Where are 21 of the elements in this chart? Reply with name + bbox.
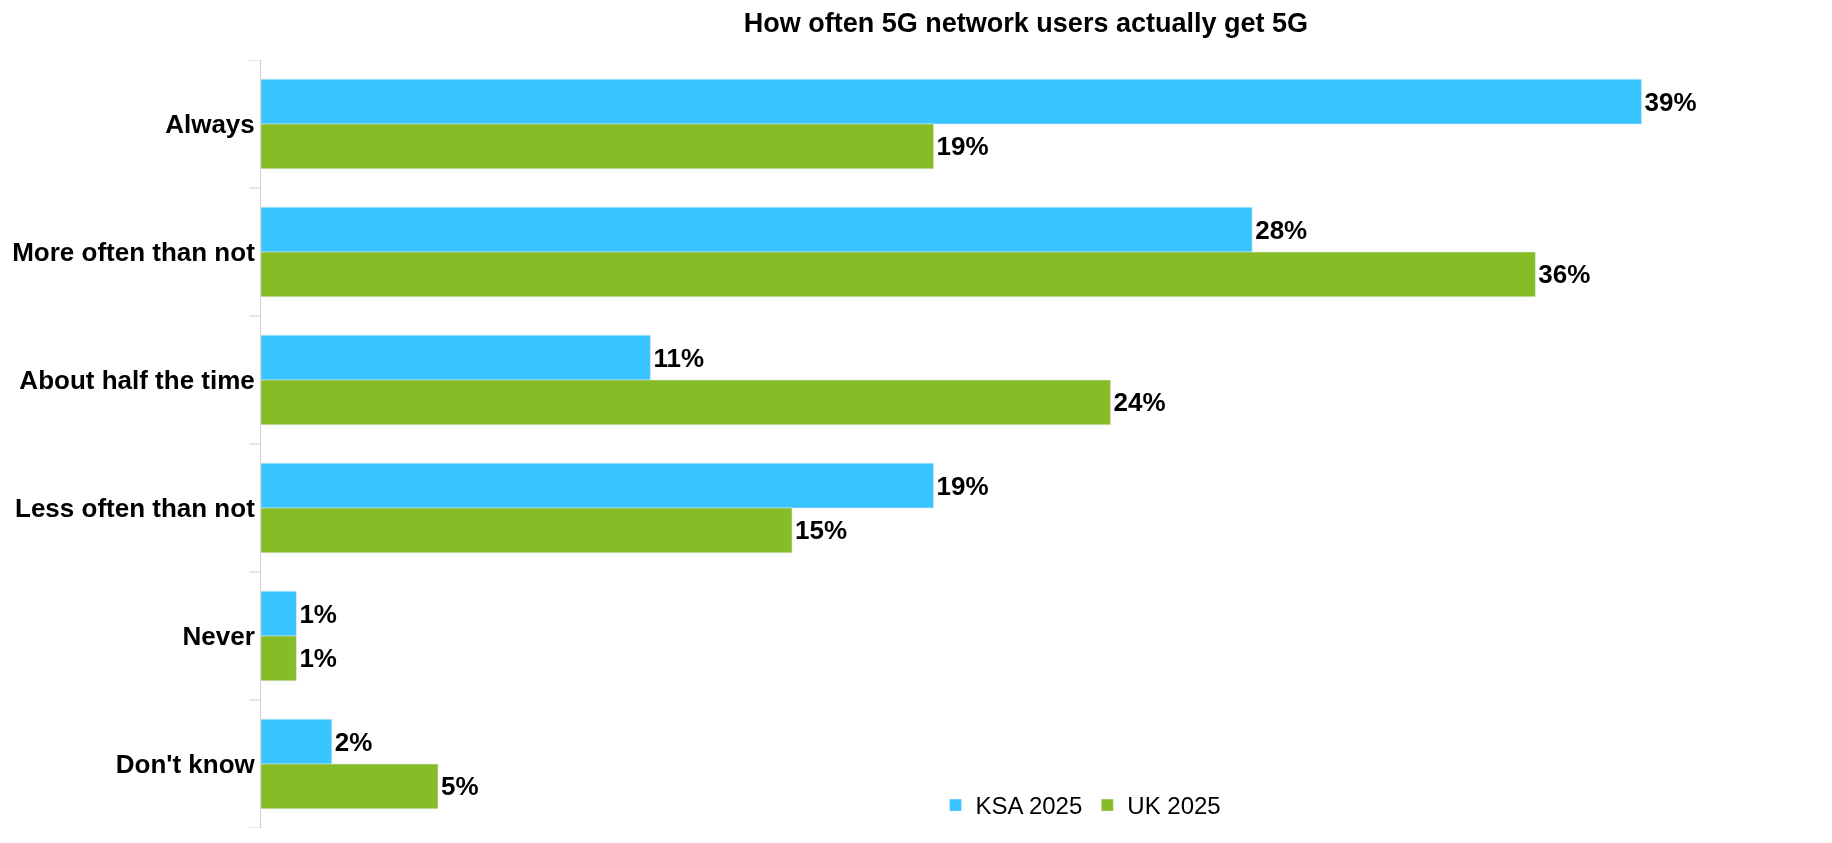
data-label: 15% <box>794 515 848 546</box>
chart-title: How often 5G network users actually get 5G <box>743 7 1308 38</box>
data-label: 2% <box>334 726 373 757</box>
data-label: 1% <box>299 598 337 629</box>
y-tick-label: Always <box>165 109 255 140</box>
data-label: 39% <box>1644 86 1697 117</box>
data-label: 5% <box>440 771 479 802</box>
legend-label: UK 2025 <box>1127 792 1221 820</box>
y-tick-label: More often than not <box>12 237 256 268</box>
y-tick-label: Less often than not <box>15 493 256 524</box>
y-tick-label: Don't know <box>115 749 256 780</box>
data-label: 11% <box>653 342 704 373</box>
data-label: 19% <box>936 131 989 162</box>
legend-label: KSA 2025 <box>975 792 1083 820</box>
data-label: 19% <box>936 470 989 501</box>
y-tick-label: Never <box>182 621 255 652</box>
data-label: 24% <box>1113 387 1166 418</box>
data-label: 1% <box>299 643 337 674</box>
data-label: 28% <box>1255 214 1308 245</box>
data-label: 36% <box>1538 259 1591 290</box>
y-tick-label: About half the time <box>19 365 255 396</box>
